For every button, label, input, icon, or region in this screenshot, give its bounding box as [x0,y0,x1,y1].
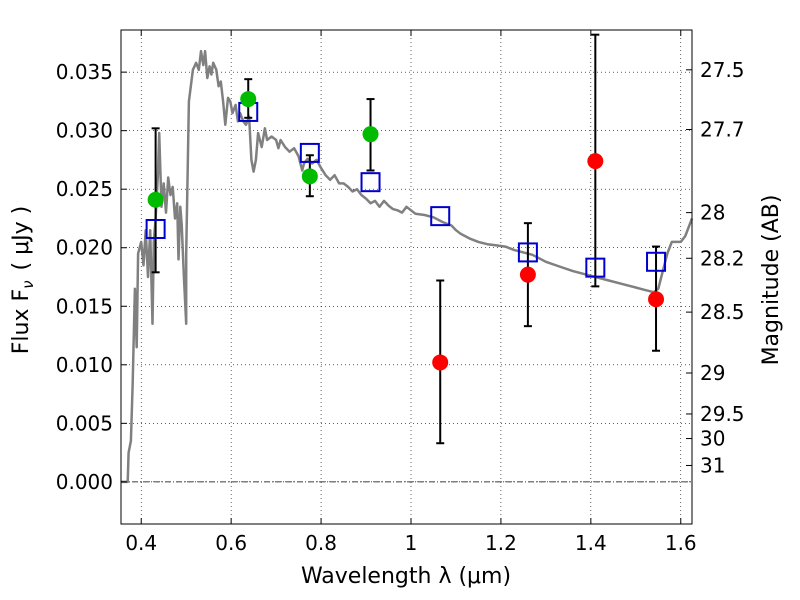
x-axis-label: Wavelength λ (μm) [301,564,511,589]
y-axis-label-unit: ( μJy ) [9,206,34,271]
y-tick-label: 0.025 [56,177,113,201]
magnitude-tick-label: 31 [700,453,725,477]
x-axis-ticks: 0.4 0.6 0.8 1 1.2 1.4 1.6 [125,30,697,555]
x-tick-label: 1 [405,531,418,555]
x-tick-label: 0.6 [215,531,247,555]
x-tick-label: 1.6 [665,531,697,555]
model-sed-curve [121,49,694,484]
model-band-square [145,219,166,240]
model-band-square [360,172,381,193]
low_significance-point [432,354,449,371]
x-tick-label: 0.8 [305,531,337,555]
magnitude-tick-label: 29.5 [700,402,745,426]
low_significance-point [648,291,665,308]
detection-point [362,126,379,143]
magnitude-tick-label: 28 [700,201,725,225]
magnitude-tick-label: 28.5 [700,300,745,324]
model-band-square [585,257,606,278]
y-axis-label: Flux Fν( μJy ) [9,206,37,354]
y-axis-label-subscript: ν [19,280,37,288]
y-tick-label: 0.030 [56,119,113,143]
model-band-square [517,242,538,263]
model-band-square [299,142,320,163]
magnitude-tick-label: 27.7 [700,118,745,142]
y-axis-ticks: 0.000 0.005 0.010 0.015 0.020 0.025 0.030 0.035 [56,60,127,494]
low_significance-point [519,266,536,283]
model-band-square [646,251,667,272]
magnitude-tick-label: 27.5 [700,58,745,82]
magnitude-tick-label: 30 [700,427,725,451]
measured-points [147,91,665,371]
detection-point [240,91,257,108]
y-tick-label: 0.020 [56,236,113,260]
magnitude-axis-label: Magnitude (AB) [759,195,784,366]
y-tick-label: 0.005 [56,411,113,435]
plot-frame [120,29,693,525]
y-tick-label: 0.015 [56,294,113,318]
x-tick-label: 1.2 [485,531,517,555]
model-band-square [430,206,451,227]
magnitude-tick-label: 28.2 [700,246,745,270]
y-tick-label: 0.000 [56,470,113,494]
x-tick-label: 1.4 [575,531,607,555]
model-sed-line [121,49,694,484]
error-bars [151,33,661,445]
y-tick-label: 0.010 [56,353,113,377]
grid-lines [121,30,692,524]
magnitude-tick-label: 29 [700,361,725,385]
y-tick-label: 0.035 [56,60,113,84]
detection-point [147,191,164,208]
model-band-squares [145,101,667,278]
x-tick-label: 0.4 [125,531,157,555]
low_significance-point [587,153,604,170]
detection-point [301,168,318,185]
